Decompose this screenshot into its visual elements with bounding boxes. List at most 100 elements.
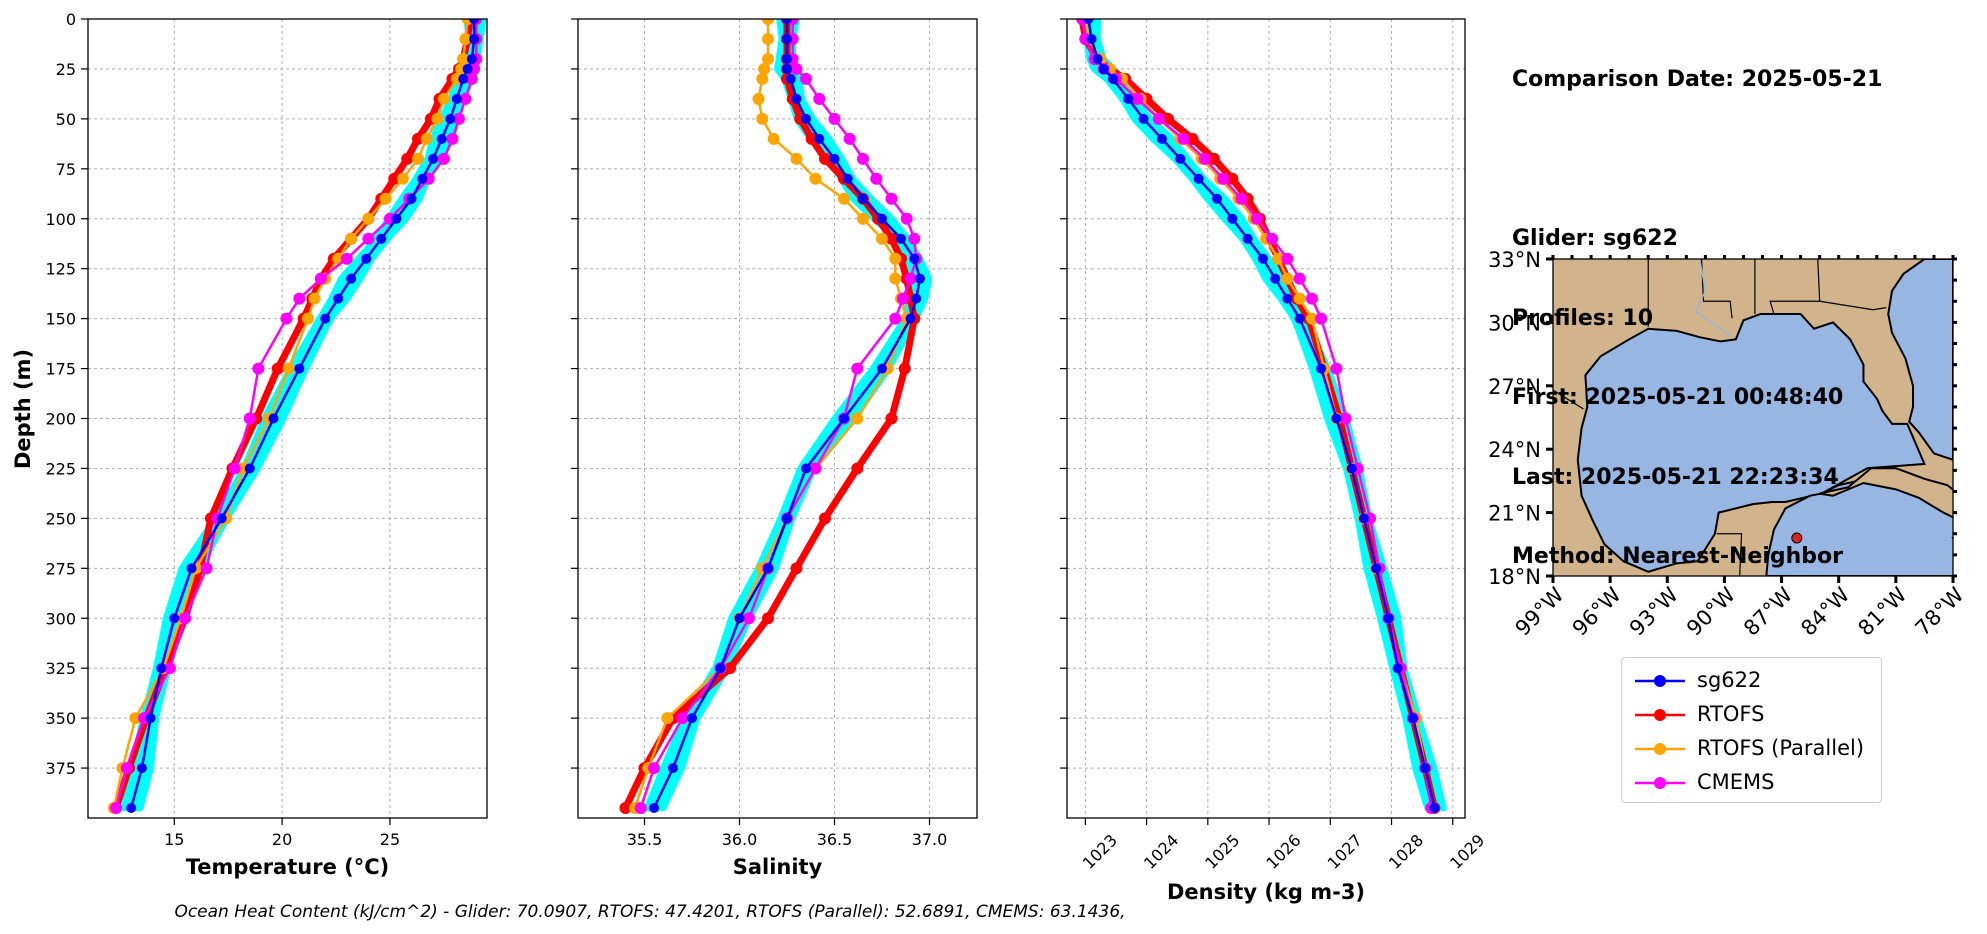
data-point <box>843 132 856 145</box>
data-point <box>252 362 265 375</box>
data-point <box>458 73 469 84</box>
data-point <box>1282 293 1293 304</box>
spacer <box>1512 147 1882 174</box>
data-point <box>244 463 255 474</box>
x-tick-label: 1029 <box>1446 831 1488 873</box>
data-point <box>280 312 293 325</box>
state-border <box>1716 533 1743 576</box>
data-point <box>1086 33 1097 44</box>
y-tick-label: 100 <box>45 210 76 229</box>
data-point <box>858 193 868 204</box>
state-border <box>1700 259 1733 319</box>
data-point <box>1316 363 1327 374</box>
data-point <box>790 152 803 165</box>
data-point <box>762 612 774 625</box>
data-point <box>885 412 898 425</box>
data-point <box>762 19 774 25</box>
data-point <box>163 662 176 675</box>
data-point <box>904 272 917 285</box>
data-point <box>857 212 869 225</box>
salinity-panel: 35.5 36.0 36.5 37.0 Salinity <box>571 18 978 879</box>
map-features <box>1553 259 1953 576</box>
data-point <box>715 663 726 674</box>
data-point <box>466 53 477 64</box>
data-point <box>828 112 841 125</box>
data-point <box>1083 19 1094 24</box>
data-point <box>1305 292 1318 305</box>
data-point <box>1175 153 1186 164</box>
data-point <box>634 802 647 815</box>
data-point <box>619 802 632 815</box>
ocean-heat-content-footer: Ocean Heat Content (kJ/cm^2) - Glider: 7… <box>174 902 1126 922</box>
data-point <box>1420 763 1431 774</box>
data-point <box>896 233 906 244</box>
y-tick-label: 175 <box>45 360 76 379</box>
x-axis-label: Salinity <box>733 855 823 879</box>
y-tick-label: 275 <box>45 559 76 578</box>
data-point <box>340 252 353 265</box>
x-tick-label: 1024 <box>1140 831 1182 873</box>
legend-swatch <box>1635 709 1685 721</box>
data-point <box>756 112 769 125</box>
glider-profile-line <box>1082 19 1436 812</box>
data-point <box>379 192 392 205</box>
data-point <box>136 763 147 774</box>
data-point <box>782 63 792 74</box>
data-point <box>1392 663 1403 674</box>
data-point <box>889 252 902 265</box>
glider-location-marker <box>1791 532 1803 544</box>
data-point <box>346 273 357 284</box>
data-point <box>782 19 792 24</box>
y-tick-label: 0 <box>66 10 76 29</box>
data-point <box>1227 213 1238 224</box>
lat-label: 21°N <box>1488 502 1541 526</box>
density-panel: 1023 1024 1025 1026 1027 1028 1029 Density (kg … <box>1060 18 1488 904</box>
data-point <box>885 232 898 245</box>
data-point <box>437 92 450 105</box>
data-point <box>889 272 902 285</box>
data-point <box>1207 152 1220 165</box>
data-point <box>411 152 424 165</box>
data-point <box>451 93 462 104</box>
data-point <box>110 802 123 815</box>
data-point <box>1266 232 1279 245</box>
x-tick-label: 1025 <box>1201 831 1243 873</box>
data-point <box>676 712 689 725</box>
data-point <box>420 132 433 145</box>
lat-label: 33°N <box>1488 248 1541 272</box>
data-point <box>819 152 831 165</box>
data-point <box>361 253 372 264</box>
data-point <box>762 32 774 45</box>
data-point <box>1330 362 1343 375</box>
data-point <box>851 462 864 475</box>
data-point <box>282 362 295 375</box>
x-tick-label: 36.5 <box>817 830 853 849</box>
data-point <box>308 292 321 305</box>
data-point <box>838 192 850 205</box>
data-point <box>1429 803 1440 814</box>
data-point <box>851 412 864 425</box>
data-point <box>1177 132 1190 145</box>
data-point <box>1193 173 1204 184</box>
y-tick-label: 125 <box>45 260 76 279</box>
atlantic-ocean <box>1887 259 1953 461</box>
data-point <box>889 312 902 325</box>
data-point <box>687 713 697 724</box>
data-point <box>469 19 480 24</box>
data-point <box>294 363 305 374</box>
data-point <box>1123 93 1134 104</box>
data-point <box>762 52 774 65</box>
data-point <box>120 762 133 775</box>
data-point <box>734 613 745 624</box>
data-point <box>431 112 444 125</box>
series-line-cmems <box>1081 19 1433 809</box>
data-point <box>459 92 472 105</box>
data-point <box>1217 172 1230 185</box>
data-point <box>314 272 327 285</box>
data-point <box>333 293 344 304</box>
data-point <box>898 362 911 375</box>
series-line-sg622 <box>652 19 922 809</box>
data-point <box>915 273 925 284</box>
legend-label: sg622 <box>1697 668 1762 692</box>
temperature-panel: 0 25 50 75 100 125 150 175 200 225 250 275 300 325 350… <box>45 10 488 879</box>
